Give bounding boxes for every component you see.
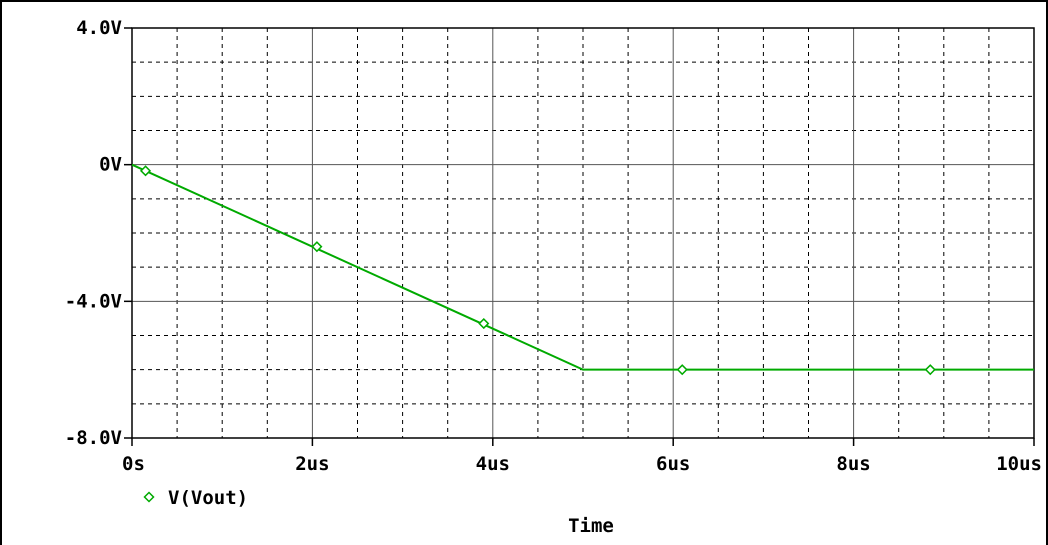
legend-label: V(Vout) (168, 487, 248, 509)
series-marker-diamond (139, 165, 152, 177)
x-tick-label: 0s (122, 453, 145, 475)
series-marker-diamond (676, 364, 688, 376)
y-tick-label: 0V (99, 154, 122, 176)
x-tick-label: 8us (836, 453, 870, 475)
axes-layer (124, 27, 1035, 446)
y-tick-label: 4.0V (76, 17, 122, 39)
x-tick-label: 2us (295, 453, 329, 475)
series-line-vout (131, 163, 1034, 371)
x-tick-labels: 0s 2us 4us 6us 8us 10us (122, 453, 1042, 475)
x-tick-label: 10us (996, 453, 1042, 475)
legend-marker-diamond (143, 491, 155, 503)
x-tick-label: 6us (656, 453, 690, 475)
series-layer (131, 163, 1034, 376)
series-marker-diamond (924, 364, 936, 376)
x-tick-label: 4us (476, 453, 510, 475)
series-marker-diamond (311, 241, 323, 253)
series-marker-diamond (478, 317, 490, 330)
plot-frame (131, 27, 1035, 439)
legend: V(Vout) (143, 487, 248, 509)
y-tick-label: -8.0V (65, 427, 122, 449)
y-tick-labels: 4.0V 0V -4.0V -8.0V (65, 17, 122, 449)
x-axis-title: Time (568, 515, 614, 537)
y-tick-label: -4.0V (65, 290, 122, 312)
grid-layer (131, 27, 1035, 439)
